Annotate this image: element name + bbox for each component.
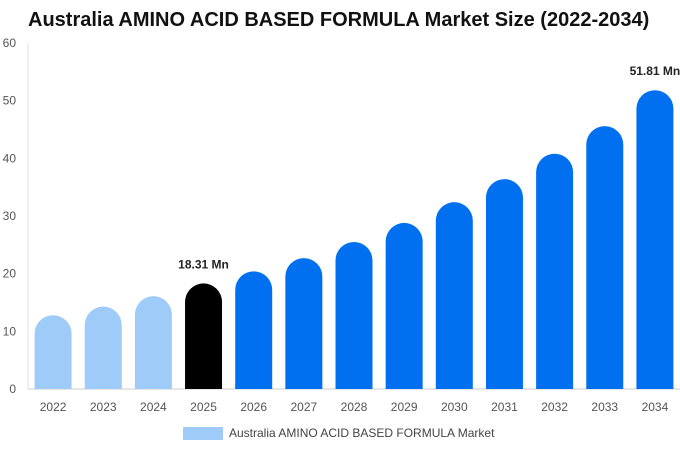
x-tick-label: 2022 (40, 400, 67, 414)
bar-2031 (485, 179, 523, 389)
bar-2028 (335, 241, 373, 389)
bar-2030 (435, 202, 473, 389)
x-tick-label: 2033 (591, 400, 618, 414)
y-tick-label: 10 (3, 324, 17, 338)
chart-legend: Australia AMINO ACID BASED FORMULA Marke… (183, 426, 494, 440)
chart-bars (34, 90, 674, 389)
y-tick-label: 40 (3, 151, 17, 165)
x-tick-label: 2029 (391, 400, 418, 414)
x-tick-label: 2025 (190, 400, 217, 414)
y-tick-label: 30 (3, 209, 17, 223)
x-tick-label: 2030 (441, 400, 468, 414)
y-tick-label: 0 (9, 382, 16, 396)
x-tick-label: 2026 (240, 400, 267, 414)
bar-2022 (34, 315, 72, 389)
x-tick-label: 2027 (290, 400, 317, 414)
bar-2034 (636, 90, 674, 389)
x-tick-label: 2028 (341, 400, 368, 414)
bar-2027 (285, 258, 323, 389)
bar-2025 (185, 283, 223, 389)
data-label-2034: 51.81 Mn (630, 64, 680, 78)
x-tick-label: 2034 (642, 400, 669, 414)
bar-2029 (385, 222, 423, 389)
legend-label: Australia AMINO ACID BASED FORMULA Marke… (229, 426, 495, 440)
y-tick-label: 50 (3, 94, 17, 108)
bar-2026 (235, 271, 273, 389)
bar-2024 (134, 296, 172, 389)
bar-2023 (84, 306, 122, 389)
legend-swatch (183, 426, 223, 440)
y-tick-label: 60 (3, 36, 17, 50)
x-tick-label: 2032 (541, 400, 568, 414)
chart-labels: 18.31 Mn 51.81 Mn (178, 64, 680, 271)
data-label-2025: 18.31 Mn (178, 257, 229, 271)
chart-title: Australia AMINO ACID BASED FORMULA Marke… (28, 9, 650, 31)
y-tick-label: 20 (3, 267, 17, 281)
x-tick-label: 2024 (140, 400, 167, 414)
x-tick-label: 2031 (491, 400, 518, 414)
x-tick-label: 2023 (90, 400, 117, 414)
bar-2032 (536, 153, 574, 389)
bar-2033 (586, 126, 624, 389)
